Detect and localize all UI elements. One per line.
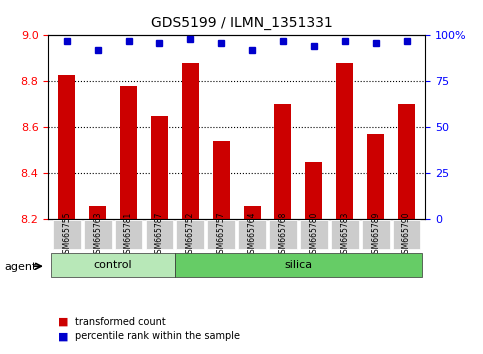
- Text: GSM665764: GSM665764: [248, 211, 256, 258]
- Bar: [336, 63, 353, 219]
- FancyBboxPatch shape: [207, 220, 235, 249]
- Text: GSM665789: GSM665789: [371, 211, 380, 258]
- Text: GSM665790: GSM665790: [402, 211, 411, 258]
- Bar: [305, 162, 322, 219]
- Bar: [89, 206, 106, 219]
- FancyBboxPatch shape: [53, 220, 81, 249]
- FancyBboxPatch shape: [175, 253, 422, 276]
- Bar: [398, 104, 415, 219]
- FancyBboxPatch shape: [269, 220, 297, 249]
- Text: silica: silica: [284, 259, 313, 270]
- FancyBboxPatch shape: [393, 220, 420, 249]
- Text: percentile rank within the sample: percentile rank within the sample: [75, 331, 240, 341]
- Bar: [151, 116, 168, 219]
- FancyBboxPatch shape: [331, 220, 359, 249]
- Bar: [58, 74, 75, 219]
- Text: GSM665783: GSM665783: [340, 211, 349, 258]
- Text: GSM665755: GSM665755: [62, 211, 71, 258]
- Text: agent: agent: [5, 262, 37, 272]
- Bar: [274, 104, 291, 219]
- FancyBboxPatch shape: [51, 253, 175, 276]
- Text: GSM665787: GSM665787: [155, 211, 164, 258]
- Bar: [182, 63, 199, 219]
- Bar: [367, 134, 384, 219]
- Text: control: control: [94, 259, 132, 270]
- Text: ■: ■: [58, 331, 69, 341]
- Text: GSM665752: GSM665752: [186, 211, 195, 258]
- FancyBboxPatch shape: [238, 220, 266, 249]
- Text: GSM665768: GSM665768: [279, 211, 287, 258]
- Text: transformed count: transformed count: [75, 317, 166, 327]
- FancyBboxPatch shape: [84, 220, 112, 249]
- Text: GDS5199 / ILMN_1351331: GDS5199 / ILMN_1351331: [151, 16, 332, 30]
- Text: ■: ■: [58, 317, 69, 327]
- FancyBboxPatch shape: [362, 220, 389, 249]
- Bar: [213, 141, 230, 219]
- FancyBboxPatch shape: [176, 220, 204, 249]
- Text: GSM665757: GSM665757: [217, 211, 226, 258]
- Bar: [243, 206, 261, 219]
- Text: GSM665781: GSM665781: [124, 211, 133, 258]
- Bar: [120, 86, 137, 219]
- Text: GSM665763: GSM665763: [93, 211, 102, 258]
- FancyBboxPatch shape: [114, 220, 142, 249]
- Text: GSM665780: GSM665780: [310, 211, 318, 258]
- FancyBboxPatch shape: [145, 220, 173, 249]
- FancyBboxPatch shape: [300, 220, 328, 249]
